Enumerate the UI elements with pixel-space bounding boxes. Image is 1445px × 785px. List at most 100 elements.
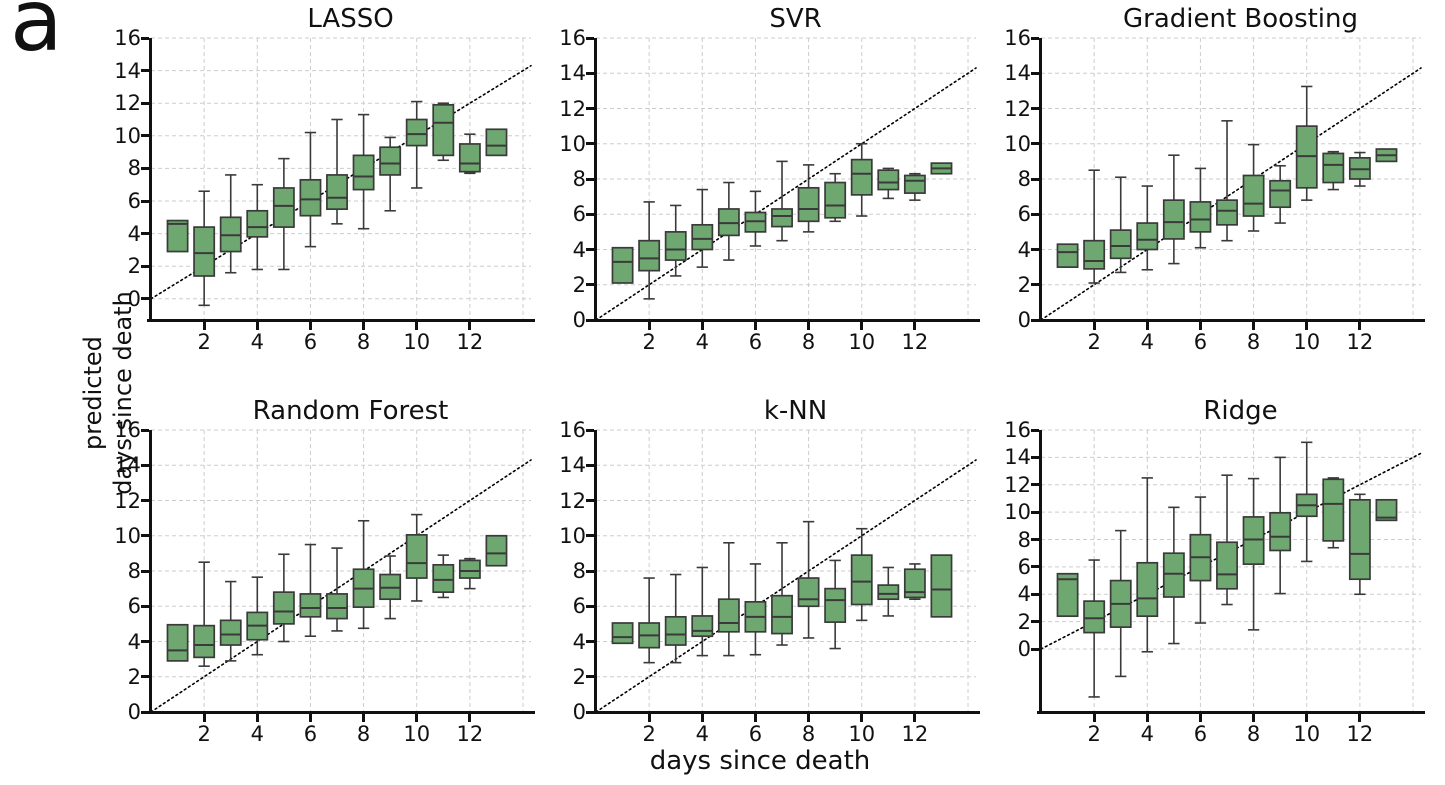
box-iqr <box>272 591 295 625</box>
box-iqr <box>664 615 687 646</box>
box-plot-item <box>326 547 348 632</box>
box-plot-item <box>771 542 793 646</box>
box-plot-item <box>1189 496 1212 624</box>
x-tick-mark <box>1145 322 1149 330</box>
x-tick-mark <box>1358 714 1362 722</box>
y-tick-label: 10 <box>559 131 586 156</box>
x-axis-spine <box>1037 319 1425 322</box>
y-axis-spine <box>594 430 597 714</box>
box-iqr <box>1242 174 1265 217</box>
identity-line <box>1040 67 1422 321</box>
x-tick-mark <box>647 322 651 330</box>
y-tick-mark <box>141 710 149 714</box>
box-plot-item <box>1162 154 1185 265</box>
panel-title-lasso: LASSO <box>307 4 394 34</box>
x-tick-mark <box>1252 322 1256 330</box>
box-plot-item <box>664 204 687 277</box>
box-iqr <box>1322 152 1345 184</box>
y-tick-mark <box>586 318 594 322</box>
y-tick-mark <box>586 177 594 181</box>
box-iqr <box>903 174 926 194</box>
box-plot-item <box>219 580 242 662</box>
box-plot-item <box>611 622 634 645</box>
box-plot-item <box>1348 151 1371 187</box>
box-plot-item <box>458 557 481 590</box>
x-tick-label: 4 <box>1140 330 1154 354</box>
x-tick-label: 8 <box>356 330 371 354</box>
y-tick-label: 16 <box>1004 418 1031 442</box>
box-plot-item <box>903 563 926 600</box>
y-tick-label: 4 <box>127 629 141 654</box>
x-tick-mark <box>807 714 811 722</box>
box-iqr <box>1375 498 1398 522</box>
box-plot-item <box>717 542 740 657</box>
y-tick-mark <box>586 36 594 40</box>
x-tick-label: 12 <box>1346 722 1374 746</box>
x-tick-label: 10 <box>848 330 876 354</box>
box-plot-item <box>246 183 269 271</box>
box-iqr <box>1109 229 1132 260</box>
y-tick-mark <box>586 142 594 146</box>
box-iqr <box>691 615 714 638</box>
box-plot-item <box>1083 169 1106 284</box>
box-plot-item <box>458 133 481 175</box>
x-tick-mark <box>860 714 864 722</box>
box-iqr <box>850 158 873 196</box>
x-tick-label: 8 <box>801 330 816 354</box>
y-tick-mark <box>586 463 594 467</box>
x-tick-mark <box>415 322 419 330</box>
box-plot-item <box>1056 572 1079 618</box>
x-tick-label: 6 <box>303 722 318 746</box>
box-plot-item <box>1295 85 1318 201</box>
x-tick-label: 6 <box>748 330 763 354</box>
figure-panel-letter: a <box>10 0 63 71</box>
x-tick-mark <box>468 714 472 722</box>
plot-canvas <box>595 37 977 321</box>
box-plot-item <box>744 563 767 656</box>
x-axis-spine <box>147 319 535 322</box>
box-iqr <box>877 584 900 601</box>
y-tick-label: 14 <box>1004 445 1031 470</box>
plot-canvas <box>150 429 532 713</box>
x-tick-label: 4 <box>1140 722 1154 746</box>
panel-title-random-forest: Random Forest <box>252 396 449 426</box>
y-tick-label: 6 <box>1017 202 1031 227</box>
box-iqr <box>797 577 820 608</box>
box-iqr <box>166 219 189 253</box>
y-tick-mark <box>1031 455 1039 459</box>
panel-ridge: Ridge 0 2 4 6 8 10 12 14 16 2 4 6 8 10 12 <box>995 394 1440 746</box>
box-plot-item <box>432 554 455 599</box>
box-plot-item <box>664 573 687 664</box>
x-tick-label: 4 <box>250 722 264 746</box>
box-plot-item <box>744 190 767 247</box>
y-tick-label: 10 <box>1004 131 1031 156</box>
y-tick-mark <box>586 71 594 75</box>
y-tick-mark <box>1031 510 1039 514</box>
box-plot-item <box>1136 185 1159 271</box>
panel-title-svr: SVR <box>769 4 822 34</box>
panel-title-ridge: Ridge <box>1203 396 1278 426</box>
y-tick-label: 12 <box>559 488 586 513</box>
plot-area-ridge: 0 2 4 6 8 10 12 14 16 2 4 6 8 10 12 <box>1004 419 1425 746</box>
box-plot-item <box>930 162 953 175</box>
x-tick-label: 6 <box>1193 722 1208 746</box>
x-axis-spine <box>592 711 980 714</box>
box-plot-item <box>352 113 375 230</box>
box-plot-item <box>824 172 847 223</box>
y-tick-label: 14 <box>114 453 141 478</box>
y-tick-label: 8 <box>127 559 141 583</box>
x-tick-mark <box>1252 714 1256 722</box>
plot-area-gradient-boosting: 0 2 4 6 8 10 12 14 16 2 4 6 8 10 12 <box>1004 27 1425 354</box>
box-iqr <box>299 593 322 618</box>
box-plot-item <box>246 576 269 656</box>
box-iqr <box>458 143 481 173</box>
y-tick-label: 8 <box>1017 527 1031 552</box>
plot-area-lasso: 0 2 4 6 8 10 12 14 16 2 4 6 8 10 12 <box>114 27 535 354</box>
y-tick-label: 2 <box>127 664 141 689</box>
box-iqr <box>1269 179 1292 209</box>
x-tick-label: 2 <box>197 722 211 746</box>
x-tick-mark <box>1305 714 1309 722</box>
box-plot-item <box>432 102 455 162</box>
x-tick-mark <box>1198 322 1202 330</box>
y-tick-mark <box>586 640 594 643</box>
